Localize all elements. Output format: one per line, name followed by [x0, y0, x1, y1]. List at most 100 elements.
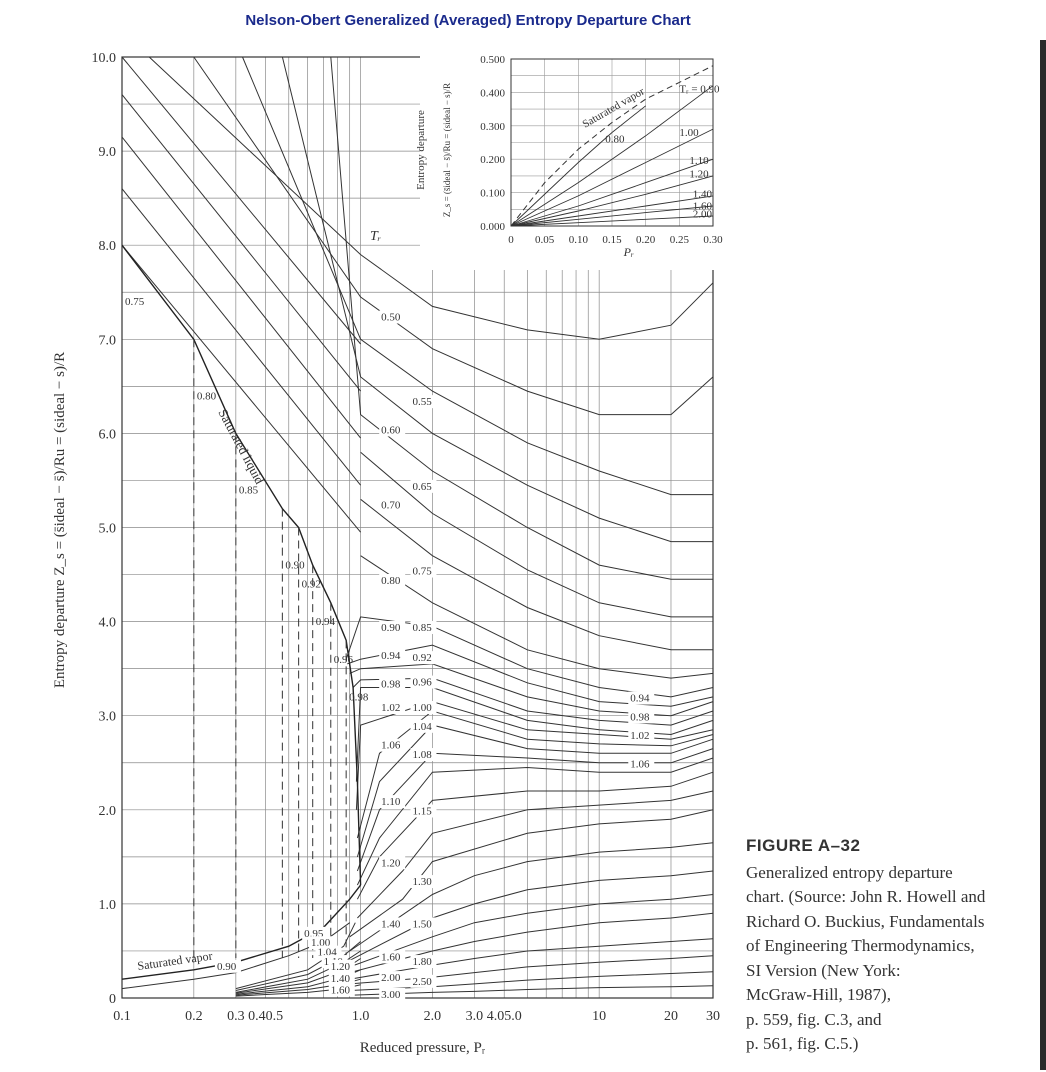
inset-isotherm-tr-1.60 [510, 205, 714, 227]
y-tick-label: 2.0 [99, 804, 117, 819]
saturated-vapor-label: Saturated vapor [136, 949, 213, 973]
curve-label-bg [379, 677, 406, 691]
curve-label-bg [410, 974, 437, 988]
isotherm-tr-1.04 [356, 724, 714, 858]
curve-label: 1.60 [331, 984, 351, 996]
saturated-vapor-curve [121, 884, 362, 980]
curve-label: 1.06 [381, 740, 401, 752]
curve-label-bg [379, 498, 406, 512]
isotherm-tr-0.85 [360, 555, 714, 679]
curve-label: 0.96 [412, 677, 432, 689]
curve-label-bg [379, 971, 406, 985]
inset-curve-label: 1.00 [679, 127, 699, 139]
y-tick-label: 0 [109, 992, 116, 1007]
curve-label-bg [628, 729, 655, 743]
saturated-liquid-curve [121, 244, 362, 886]
y-tick-label: 10.0 [92, 51, 117, 66]
curve-label-bg [410, 395, 437, 409]
x-tick-label: 3.0 [466, 1009, 484, 1024]
caption-line: SI Version (New York: [746, 960, 901, 980]
inset-curve-label: 2.00 [693, 209, 713, 221]
curve-label-bg [379, 988, 406, 1001]
inset-curve-label: 0.80 [605, 134, 625, 146]
inset-y-tick-label: 0.000 [480, 221, 505, 233]
curve-label: 0.85 [412, 622, 432, 634]
isotherm-tr-0.75 [360, 451, 713, 618]
curve-label: 0.65 [412, 481, 432, 493]
curve-label: 0.94 [630, 693, 650, 705]
caption-line: of Engineering Thermodynamics, [746, 936, 975, 955]
curve-label-bg [410, 651, 437, 665]
curve-label: 1.20 [381, 857, 401, 869]
curve-label-bg [379, 950, 406, 964]
liquid-diagonal-line [121, 136, 361, 439]
inset-x-tick-label: 0.25 [670, 234, 690, 246]
curve-label: 0.55 [412, 396, 432, 408]
curve-label-bg [214, 959, 241, 973]
curve-label-bg [628, 710, 655, 724]
curve-label-bg [328, 959, 355, 973]
inset-y-axis-formula: Z_s = (s̄ideal − s̄)/Ru = (sideal − s)/R [442, 83, 452, 217]
plot-frame [121, 56, 714, 999]
page-edge [1040, 40, 1046, 1070]
figure-label: FIGURE A–32 [746, 836, 861, 855]
inset-isotherm-tr-1.40 [510, 195, 714, 227]
saturated-liquid-label: Saturated liquid [215, 406, 267, 486]
caption-line: p. 559, fig. C.3, and [746, 1009, 882, 1029]
inset-curve-label: 1.20 [689, 169, 709, 181]
y-tick-label: 3.0 [99, 710, 117, 725]
curve-label: 1.20 [331, 961, 351, 973]
curve-label-bg [410, 719, 437, 733]
curve-label-bg [379, 573, 406, 587]
curve-label: 1.04 [412, 721, 432, 733]
isotherm-tr-1.00 [355, 701, 714, 810]
inset-isotherm-tr-0.80 [510, 105, 646, 227]
curve-label: 1.40 [381, 918, 401, 930]
inset-x-tick-label: 0.20 [636, 234, 656, 246]
inset-isotherm-tr-0.90 [510, 85, 714, 227]
inset-x-tick-label: 0 [508, 234, 514, 246]
curve-label: 0.94 [381, 650, 401, 662]
x-axis-title: Reduced pressure, Pᵣ [360, 1040, 486, 1056]
caption-line: chart. (Source: John R. Howell and [746, 887, 986, 906]
curve-label-bg [379, 649, 406, 663]
x-tick-label: 4.05.0 [487, 1009, 522, 1024]
caption-line: Richard O. Buckius, Fundamentals [746, 911, 985, 931]
curve-label-bg [410, 875, 437, 889]
tr-symbol: Tᵣ [370, 229, 381, 244]
saturation-tr-label: 0.90 [285, 560, 305, 572]
inset-y-tick-label: 0.100 [480, 188, 505, 200]
curve-label-bg [379, 310, 406, 324]
curve-label-bg [379, 700, 406, 714]
y-tick-label: 4.0 [99, 616, 117, 631]
y-axis-title: Entropy departure Z_s = (s̄ideal − s̄)/R… [52, 352, 68, 688]
inset-y-tick-label: 0.200 [480, 154, 505, 166]
y-tick-label: 8.0 [99, 239, 117, 254]
isotherm-tr-0.96 [352, 677, 714, 726]
curve-label-bg [379, 917, 406, 931]
liquid-diagonal-line [121, 244, 361, 533]
curve-label: 0.75 [412, 566, 432, 578]
figure-caption: FIGURE A–32 Generalized entropy departur… [746, 834, 1042, 1057]
x-tick-label: 10 [592, 1009, 606, 1024]
curve-label-bg [410, 748, 437, 762]
curve-label: 1.10 [381, 796, 401, 808]
x-tick-label: 30 [706, 1009, 720, 1024]
x-tick-label: 1.0 [352, 1009, 370, 1024]
curve-label: 1.08 [412, 749, 432, 761]
liquid-diagonal-line [121, 94, 361, 392]
curve-label: 0.90 [381, 622, 401, 634]
inset-x-tick-label: 0.15 [602, 234, 622, 246]
curve-label: 1.40 [331, 973, 351, 985]
isotherm-tr-1.15 [357, 790, 714, 919]
curve-label: 1.02 [630, 730, 649, 742]
main-plot: 01.02.03.04.05.06.07.08.09.010.00.1 0.2 0.… [52, 40, 740, 1056]
curve-label: 1.80 [412, 956, 432, 968]
caption-body: Generalized entropy departure chart. (Sou… [746, 861, 1042, 1057]
saturation-tr-label: 0.85 [239, 484, 259, 496]
y-tick-label: 7.0 [99, 333, 117, 348]
inset-y-tick-label: 0.500 [480, 54, 505, 66]
curve-label-bg [379, 738, 406, 752]
curve-label-bg [410, 675, 437, 689]
isotherm-tr-0.70 [330, 56, 713, 580]
